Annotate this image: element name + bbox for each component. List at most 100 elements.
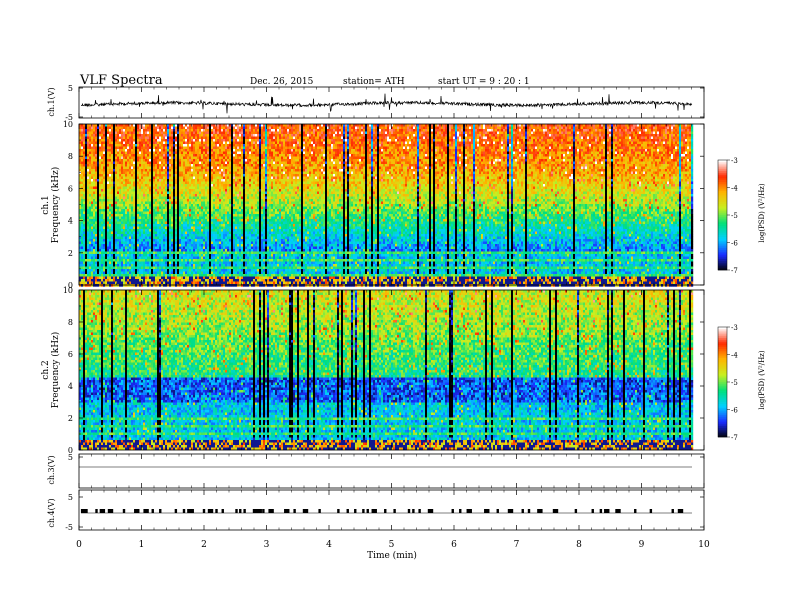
spectrogram-cell [135, 142, 137, 145]
spectrogram-cell [167, 144, 169, 147]
spectrogram-cell [85, 134, 87, 137]
spectrogram-cell [99, 167, 101, 170]
spectrogram-cell [119, 129, 121, 132]
spectrogram-cell [173, 172, 175, 175]
spectrogram-cell [161, 184, 163, 187]
spectrogram-cell [169, 257, 171, 260]
spectrogram-cell [85, 124, 87, 127]
spectrogram-cell [103, 142, 105, 145]
spectrogram-cell [85, 222, 87, 225]
spectrogram-cell [157, 244, 159, 247]
spectrogram-cell [177, 137, 179, 140]
spectrogram-cell [125, 212, 127, 215]
spectrogram-cell [173, 209, 175, 212]
spectrogram-cell [91, 139, 93, 142]
spectrogram-cell [103, 132, 105, 135]
spectrogram-cell [147, 279, 149, 282]
spectrogram-cell [109, 167, 111, 170]
spectrogram-cell [117, 219, 119, 222]
spectrogram-cell [99, 134, 101, 137]
spectrogram-cell [145, 244, 147, 247]
spectrogram-cell [127, 177, 129, 180]
spectrogram-cell [141, 137, 143, 140]
spectrogram-cell [171, 197, 173, 200]
spectrogram-cell [165, 129, 167, 132]
spectrogram-cell [125, 204, 127, 207]
spectrogram-cell [97, 249, 99, 252]
spectrogram-cell [113, 127, 115, 130]
spectrogram-cell [105, 177, 107, 180]
spectrogram-cell [129, 184, 131, 187]
spectrogram-cell [107, 197, 109, 200]
spectrogram-cell [149, 187, 151, 190]
spectrogram-cell [143, 277, 145, 280]
spectrogram-cell [133, 147, 135, 150]
spectrogram-cell [145, 154, 147, 157]
spectrogram-cell [163, 139, 165, 142]
spectrogram-cell [115, 217, 117, 220]
spectrogram-cell [167, 187, 169, 190]
spectrogram-cell [173, 224, 175, 227]
spectrogram-cell [131, 217, 133, 220]
ch1-ytick-label-5: 5 [68, 84, 73, 93]
spectrogram-cell [91, 279, 93, 282]
spectrogram-cell [167, 159, 169, 162]
spectrogram-cell [167, 164, 169, 167]
spectrogram-cell [177, 234, 179, 237]
spectrogram-cell [135, 229, 137, 232]
spectrogram-cell [133, 197, 135, 200]
spectrogram-cell [117, 129, 119, 132]
spectrogram-cell [113, 257, 115, 260]
spectrogram-cell [117, 159, 119, 162]
spectrogram-cell [121, 157, 123, 160]
spectrogram-cell [131, 264, 133, 267]
spectrogram-cell [117, 134, 119, 137]
spectrogram-cell [153, 169, 155, 172]
spectrogram-cell [103, 127, 105, 130]
spectrogram-cell [125, 227, 127, 230]
spectrogram-cell [151, 174, 153, 177]
spectrogram-cell [139, 124, 141, 127]
spectrogram-cell [153, 142, 155, 145]
spectrogram-cell [141, 154, 143, 157]
spectrogram-cell [127, 229, 129, 232]
spectrogram-cell [85, 142, 87, 145]
spectrogram-cell [155, 169, 157, 172]
spectrogram-cell [117, 179, 119, 182]
spectrogram-cell [97, 157, 99, 160]
spectrogram-cell [83, 199, 85, 202]
spectrogram-cell [133, 227, 135, 230]
spectrogram-cell [93, 174, 95, 177]
spectrogram-cell [157, 132, 159, 135]
spectrogram-cell [177, 154, 179, 157]
spectrogram-cell [93, 242, 95, 245]
spectrogram-cell [173, 229, 175, 232]
spectrogram-cell [159, 137, 161, 140]
spectrogram-cell [169, 157, 171, 160]
spectrogram-cell [97, 259, 99, 262]
spectrogram-cell [125, 274, 127, 277]
spectrogram-cell [83, 127, 85, 130]
spectrogram-cell [175, 194, 177, 197]
spectrogram-cell [165, 217, 167, 220]
spectrogram-cell [89, 202, 91, 205]
spectrogram-cell [167, 139, 169, 142]
spectrogram-cell [113, 172, 115, 175]
spectrogram-cell [109, 204, 111, 207]
spectrogram-cell [81, 177, 83, 180]
spectrogram-cell [139, 152, 141, 155]
spectrogram-cell [163, 274, 165, 277]
spectrogram-cell [85, 164, 87, 167]
spectrogram-cell [171, 277, 173, 280]
spectrogram-cell [111, 137, 113, 140]
spectrogram-cell [113, 137, 115, 140]
spectrogram-cell [137, 219, 139, 222]
spectrogram-cell [95, 272, 97, 275]
spectrogram-cell [143, 152, 145, 155]
spectrogram-cell [103, 129, 105, 132]
spectrogram-cell [149, 124, 151, 127]
spectrogram-cell [123, 274, 125, 277]
spectrogram-cell [93, 259, 95, 262]
spectrogram-cell [153, 262, 155, 265]
spectrogram-cell [117, 199, 119, 202]
